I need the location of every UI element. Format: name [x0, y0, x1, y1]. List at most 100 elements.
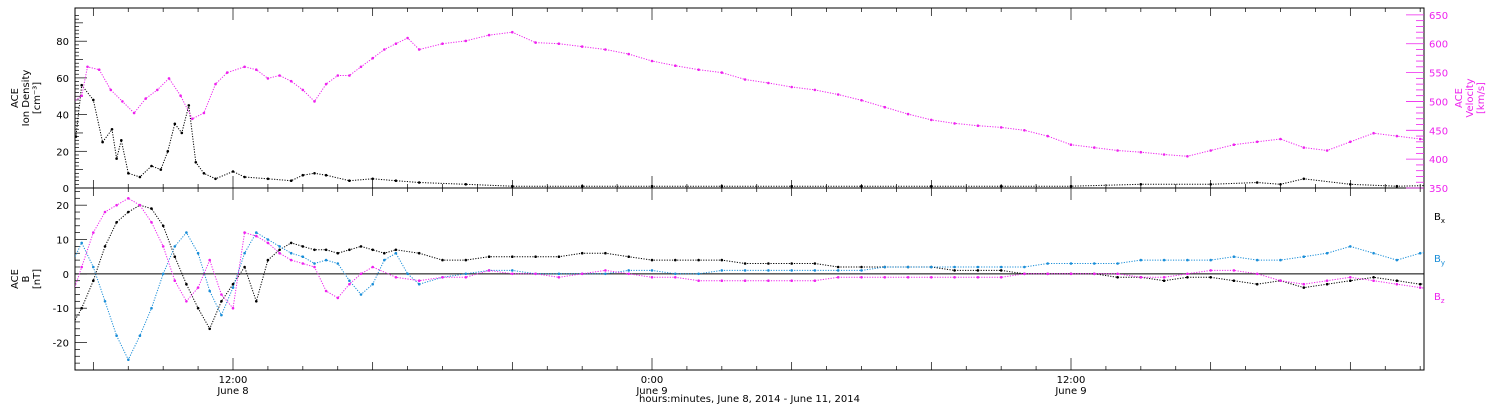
- legend-entry-by: By: [1434, 254, 1445, 267]
- bz-series-group: [46, 197, 1492, 310]
- density-data-point: [324, 173, 328, 177]
- velocity-data-point: [720, 71, 724, 74]
- legend-entry-sub: y: [1441, 259, 1445, 267]
- panel-top-frame: [74, 7, 1425, 189]
- bz-data-point: [1093, 272, 1096, 276]
- density-axis-label: ACE: [10, 88, 21, 108]
- bz-data-point: [1162, 276, 1166, 279]
- density-tick-label: 40: [56, 111, 69, 122]
- velocity-data-point: [46, 129, 49, 132]
- density-series-group: [51, 83, 1424, 188]
- bz-data-point: [1046, 272, 1049, 276]
- bz-data-point: [1069, 272, 1073, 276]
- by-data-point: [69, 266, 72, 269]
- density-tick-label: 60: [56, 74, 69, 85]
- x-tick-time-label: 0:00: [641, 375, 663, 386]
- velocity-tick-label: 650: [1429, 11, 1448, 22]
- bfield-tick-label: -20: [53, 339, 69, 350]
- by-data-point: [1302, 255, 1306, 258]
- velocity-data-point: [604, 48, 607, 51]
- by-data-point: [953, 265, 956, 269]
- bx-data-point: [69, 328, 72, 331]
- bz-data-point: [860, 276, 863, 279]
- by-data-point: [999, 265, 1003, 269]
- velocity-tick-label: 500: [1429, 97, 1448, 108]
- bx-data-point: [1116, 276, 1119, 279]
- by-data-point: [1209, 258, 1212, 262]
- velocity-data-point: [69, 103, 72, 106]
- velocity-data-point: [534, 41, 537, 44]
- velocity-tick-label: 550: [1429, 69, 1448, 80]
- by-data-point: [1139, 258, 1143, 262]
- bx-data-point: [1489, 279, 1492, 282]
- bz-data-point: [1279, 279, 1282, 283]
- by-data-point: [1232, 255, 1236, 258]
- by-data-point: [1093, 262, 1096, 265]
- x-axis-label: hours:minutes, June 8, 2014 - June 11, 2…: [639, 394, 860, 405]
- velocity-data-point: [674, 64, 677, 67]
- bfield-tick-label: 20: [56, 201, 69, 212]
- bx-data-point: [1442, 279, 1445, 282]
- x-tick-date-label: June 9: [635, 386, 667, 397]
- bfield-axis-label: ACE: [10, 269, 21, 289]
- density-data-point: [266, 177, 270, 181]
- velocity-axis-label: Velocity: [1465, 78, 1476, 117]
- density-data-point: [371, 177, 375, 181]
- velocity-axis-label: ACE: [1454, 88, 1465, 108]
- bz-data-point: [69, 300, 72, 303]
- by-data-point: [1325, 251, 1329, 255]
- bz-data-point: [534, 272, 537, 276]
- bx-data-point: [46, 293, 49, 296]
- bx-trace: [75, 204, 1424, 330]
- by-data-point: [1279, 258, 1282, 262]
- by-data-point: [1465, 255, 1468, 258]
- bz-data-point: [46, 290, 49, 293]
- by-data-point: [1489, 259, 1492, 262]
- bx-data-point: [1372, 276, 1375, 279]
- bz-data-point: [1255, 272, 1259, 276]
- velocity-tick-label: 400: [1429, 155, 1448, 166]
- x-tick-time-label: 12:00: [219, 375, 248, 386]
- by-data-point: [1023, 265, 1026, 269]
- density-data-point: [51, 159, 54, 162]
- bx-data-point: [1209, 276, 1212, 279]
- bz-data-point: [1209, 269, 1212, 272]
- by-data-point: [1442, 249, 1445, 252]
- bfield-axis-label: B: [21, 275, 32, 282]
- bx-data-point: [1186, 276, 1189, 279]
- density-data-point: [115, 157, 118, 160]
- velocity-data-point: [1465, 145, 1468, 148]
- by-data-point: [860, 269, 863, 272]
- density-data-point: [417, 181, 421, 184]
- density-trace: [75, 83, 1424, 187]
- bz-data-point: [511, 272, 514, 276]
- bz-data-point: [953, 276, 956, 279]
- bz-data-point: [1186, 272, 1189, 276]
- by-data-point: [1069, 262, 1073, 265]
- by-series-group: [46, 231, 1492, 362]
- bz-data-point: [441, 276, 444, 279]
- velocity-data-point: [1489, 146, 1492, 149]
- bx-data-point: [1465, 276, 1468, 279]
- velocity-tick-label: 450: [1429, 126, 1448, 137]
- bx-data-point: [1162, 279, 1166, 283]
- bz-data-point: [790, 279, 793, 283]
- velocity-data-point: [1255, 140, 1259, 144]
- bz-data-point: [813, 279, 817, 283]
- bx-data-point: [1418, 282, 1422, 286]
- bx-data-point: [266, 258, 270, 262]
- by-data-point: [906, 265, 910, 269]
- bfield-axis-label: [nT]: [32, 269, 43, 289]
- velocity-data-point: [348, 74, 351, 77]
- velocity-data-point: [743, 78, 747, 81]
- density-data-point: [289, 179, 293, 182]
- bx-data-point: [394, 248, 398, 252]
- bz-data-point: [1489, 286, 1492, 289]
- by-data-point: [46, 314, 49, 317]
- by-data-point: [1162, 258, 1166, 262]
- velocity-tick-label: 600: [1429, 40, 1448, 51]
- by-data-point: [1418, 251, 1422, 255]
- bz-data-point: [836, 276, 840, 279]
- velocity-axis-label: [km/s]: [1476, 82, 1487, 114]
- bx-data-point: [976, 269, 980, 272]
